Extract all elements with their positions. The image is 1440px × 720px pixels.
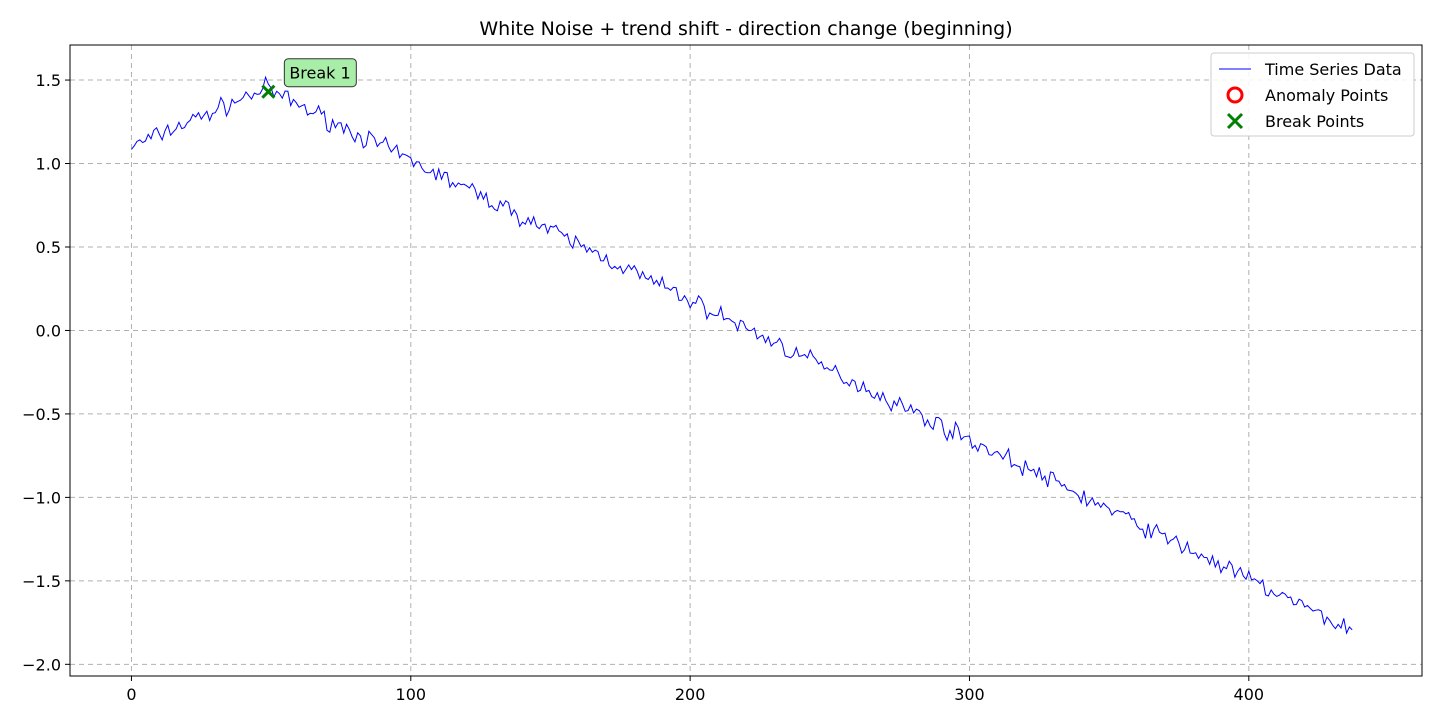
plot-frame bbox=[69, 44, 1423, 677]
annotation-text: Break 1 bbox=[289, 64, 350, 83]
x-tick-label: 100 bbox=[396, 685, 427, 704]
legend-label: Anomaly Points bbox=[1265, 86, 1388, 105]
legend-label: Break Points bbox=[1265, 112, 1364, 131]
break-point-stroke bbox=[261, 84, 276, 99]
x-tick-label: 300 bbox=[954, 685, 985, 704]
y-tick-label: 1.5 bbox=[36, 71, 61, 90]
y-tick-label: 0.5 bbox=[36, 238, 61, 257]
legend-cross-swatch bbox=[1226, 112, 1244, 130]
x-tick-label: 0 bbox=[126, 685, 136, 704]
legend-label: Time Series Data bbox=[1264, 60, 1402, 79]
y-tick-label: −0.5 bbox=[22, 405, 61, 424]
series-line-0 bbox=[131, 75, 1353, 635]
ticks: 0 100 200 300 400 −2.0 −1.5 −1.0 −0.5 0.0 0.5 1.0 1.… bbox=[22, 71, 1264, 704]
annotation-box bbox=[283, 58, 357, 88]
y-tick-label: 1.0 bbox=[36, 155, 61, 174]
series-layer bbox=[131, 75, 1353, 635]
legend-circle-swatch bbox=[1226, 86, 1244, 104]
chart-title: White Noise + trend shift - direction ch… bbox=[479, 18, 1012, 40]
marker-layer: Break 1 bbox=[261, 58, 357, 99]
y-tick-label: −1.0 bbox=[22, 488, 61, 507]
break-annotation: Break 1 bbox=[283, 58, 357, 88]
x-tick-label: 200 bbox=[675, 685, 706, 704]
y-tick-label: 0.0 bbox=[36, 321, 61, 340]
x-tick-label: 400 bbox=[1234, 685, 1265, 704]
legend-box bbox=[1210, 52, 1415, 137]
y-tick-label: −2.0 bbox=[22, 655, 61, 674]
break-point-marker bbox=[261, 84, 276, 99]
y-tick-label: −1.5 bbox=[22, 572, 61, 591]
legend: Time Series Data Anomaly Points Break Poin… bbox=[1210, 52, 1415, 137]
